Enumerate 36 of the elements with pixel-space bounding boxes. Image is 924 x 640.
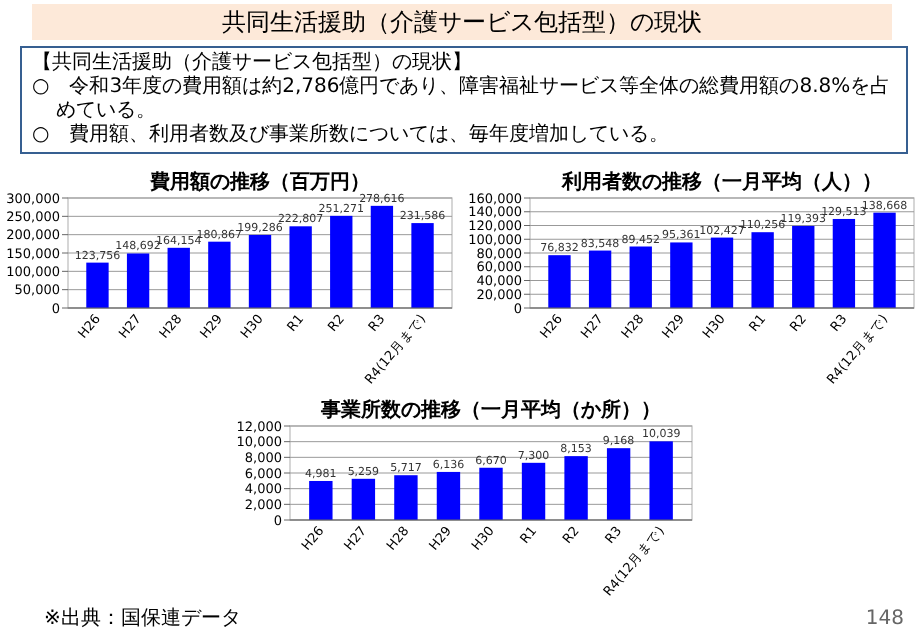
bar bbox=[289, 226, 312, 308]
bar bbox=[126, 253, 150, 308]
text: ○ 令和3年度の費用額は約2,786億円であり、障害福祉サービス等全体の総費用額の8.8%を占めている。 bbox=[32, 76, 893, 123]
bar bbox=[670, 242, 693, 308]
bar bbox=[394, 475, 418, 520]
bar bbox=[564, 456, 588, 520]
bar bbox=[330, 215, 353, 308]
bar bbox=[370, 205, 394, 308]
bar bbox=[873, 212, 896, 308]
bar bbox=[436, 471, 461, 520]
bar bbox=[86, 262, 109, 308]
bar bbox=[710, 237, 734, 308]
bar bbox=[548, 255, 571, 308]
text: 共同生活援助（介護サービス包括型）の現状 bbox=[32, 4, 892, 40]
bar bbox=[167, 247, 190, 308]
chart-title: 事業所数の推移（一月平均（か所）） bbox=[319, 398, 661, 422]
bar bbox=[649, 441, 673, 520]
bar bbox=[309, 480, 333, 520]
bar bbox=[832, 218, 856, 308]
bar bbox=[411, 223, 434, 308]
text: ○ 費用額、利用者数及び事業所数については、毎年度増加している。 bbox=[32, 124, 672, 148]
bar bbox=[629, 246, 652, 308]
bar bbox=[351, 478, 376, 520]
chart-title: 費用額の推移（百万円） bbox=[148, 170, 370, 194]
bar bbox=[606, 448, 631, 520]
bar bbox=[751, 232, 774, 308]
bar bbox=[792, 225, 815, 308]
bar bbox=[248, 234, 272, 308]
bar bbox=[208, 241, 231, 308]
chart-title: 利用者数の推移（一月平均（人）） bbox=[560, 170, 882, 194]
text: 【共同生活援助（介護サービス包括型）の現状】 bbox=[32, 52, 474, 75]
text: ※出典：国保連データ bbox=[44, 608, 241, 632]
text: 148 bbox=[865, 608, 904, 632]
bar bbox=[588, 250, 612, 308]
bar bbox=[479, 467, 503, 520]
bar bbox=[521, 462, 546, 520]
